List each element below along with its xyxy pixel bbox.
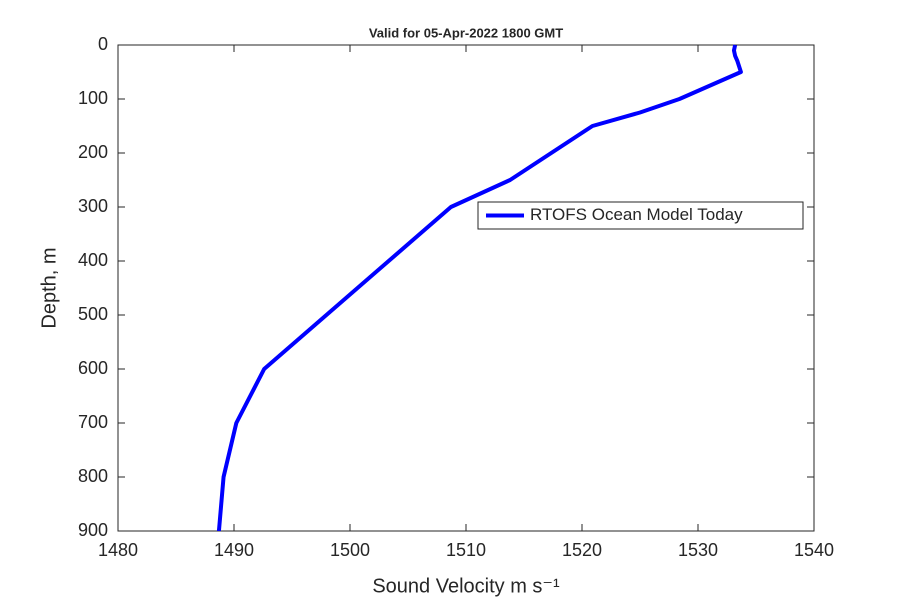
y-tick-label: 300 <box>78 196 108 216</box>
plot-area <box>117 44 815 532</box>
y-tick-label: 0 <box>98 34 108 54</box>
x-tick-label: 1540 <box>794 540 834 560</box>
x-tick-label: 1490 <box>214 540 254 560</box>
y-tick-label: 400 <box>78 250 108 270</box>
chart-title: Valid for 05-Apr-2022 1800 GMT <box>369 25 563 40</box>
y-tick-label: 100 <box>78 88 108 108</box>
y-tick-label: 600 <box>78 358 108 378</box>
data-line <box>216 44 743 532</box>
x-tick-label: 1510 <box>446 540 486 560</box>
legend-label: RTOFS Ocean Model Today <box>530 205 743 224</box>
y-axis-label: Depth, m <box>38 247 60 328</box>
y-tick-label: 500 <box>78 304 108 324</box>
y-tick-label: 800 <box>78 466 108 486</box>
x-tick-label: 1500 <box>330 540 370 560</box>
legend-box <box>477 201 804 230</box>
x-tick-label: 1480 <box>98 540 138 560</box>
y-tick-label: 900 <box>78 520 108 540</box>
x-tick-label: 1520 <box>562 540 602 560</box>
x-axis-label: Sound Velocity m s⁻¹ <box>372 575 560 597</box>
y-tick-label: 700 <box>78 412 108 432</box>
y-tick-label: 200 <box>78 142 108 162</box>
x-tick-label: 1530 <box>678 540 718 560</box>
